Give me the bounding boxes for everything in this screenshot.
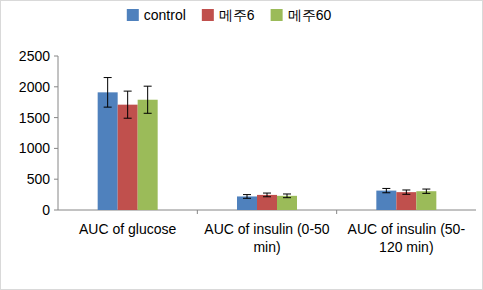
error-bar-cap <box>104 77 112 78</box>
error-bar-cap <box>243 194 251 195</box>
y-tick <box>54 56 58 57</box>
plot-area <box>98 78 437 210</box>
error-bar-cap <box>283 197 291 198</box>
bar <box>396 192 416 210</box>
error-bar-stem <box>147 86 148 113</box>
x-tick <box>197 210 198 214</box>
error-bar-cap <box>402 194 410 195</box>
error-bar-stem <box>287 194 288 198</box>
error-bar <box>382 188 390 192</box>
bar <box>257 195 277 210</box>
error-bar-stem <box>247 195 248 199</box>
error-bar-cap <box>402 189 410 190</box>
chart-container: 0 500 1000 1500 2000 2500 AUC of glucose AUC of… <box>0 0 483 290</box>
bar <box>376 191 396 210</box>
error-bar-stem <box>267 193 268 197</box>
error-bar <box>144 86 152 113</box>
error-bar-cap <box>382 188 390 189</box>
bar <box>118 105 138 210</box>
error-bar-stem <box>107 78 108 108</box>
error-bar-stem <box>386 188 387 192</box>
error-bar-cap <box>144 113 152 114</box>
bar <box>138 100 158 210</box>
chart-border <box>1 1 483 290</box>
y-tick-label: 0 <box>42 202 50 218</box>
y-tick-label: 1000 <box>19 140 50 156</box>
x-tick-label: AUC of insulin (50-120 min) <box>348 221 466 255</box>
error-bar-cap <box>124 91 132 92</box>
x-tick <box>336 210 337 214</box>
error-bar-cap <box>263 193 271 194</box>
error-bar-cap <box>382 192 390 193</box>
y-tick <box>54 179 58 180</box>
error-bar <box>104 78 112 108</box>
error-bar-cap <box>243 198 251 199</box>
y-axis-line <box>58 56 59 210</box>
error-bar-cap <box>263 196 271 197</box>
bar <box>416 191 436 210</box>
error-bar <box>422 189 430 193</box>
error-bar <box>263 193 271 197</box>
error-bar <box>283 194 291 198</box>
legend-swatch <box>202 9 214 21</box>
x-tick-label: AUC of glucose <box>79 221 176 237</box>
x-tick-label: AUC of insulin (0-50min) <box>204 221 329 255</box>
y-tick <box>54 148 58 149</box>
error-bar-stem <box>406 190 407 194</box>
legend-label: control <box>144 7 186 23</box>
y-tick-label: 2500 <box>19 48 50 64</box>
y-tick <box>54 86 58 87</box>
error-bar-cap <box>124 118 132 119</box>
error-bar-cap <box>422 193 430 194</box>
bar <box>277 196 297 210</box>
y-tick <box>54 117 58 118</box>
chart-svg: 0 500 1000 1500 2000 2500 AUC of glucose AUC of… <box>0 0 483 290</box>
error-bar <box>402 190 410 194</box>
error-bar-cap <box>104 107 112 108</box>
error-bar-cap <box>144 86 152 87</box>
legend: control 메주6 메주60 <box>127 7 332 23</box>
legend-swatch <box>127 9 139 21</box>
y-tick-label: 2000 <box>19 79 50 95</box>
error-bar-stem <box>426 189 427 193</box>
error-bar-cap <box>422 189 430 190</box>
error-bar <box>243 195 251 199</box>
legend-label: 메주60 <box>288 7 332 23</box>
bar <box>237 196 257 210</box>
error-bar-cap <box>283 193 291 194</box>
legend-label: 메주6 <box>219 7 255 23</box>
error-bar-stem <box>127 91 128 118</box>
bar <box>98 92 118 210</box>
y-tick-label: 500 <box>27 171 51 187</box>
y-tick <box>54 210 58 211</box>
error-bar <box>124 91 132 118</box>
legend-swatch <box>271 9 283 21</box>
y-tick-label: 1500 <box>19 110 50 126</box>
